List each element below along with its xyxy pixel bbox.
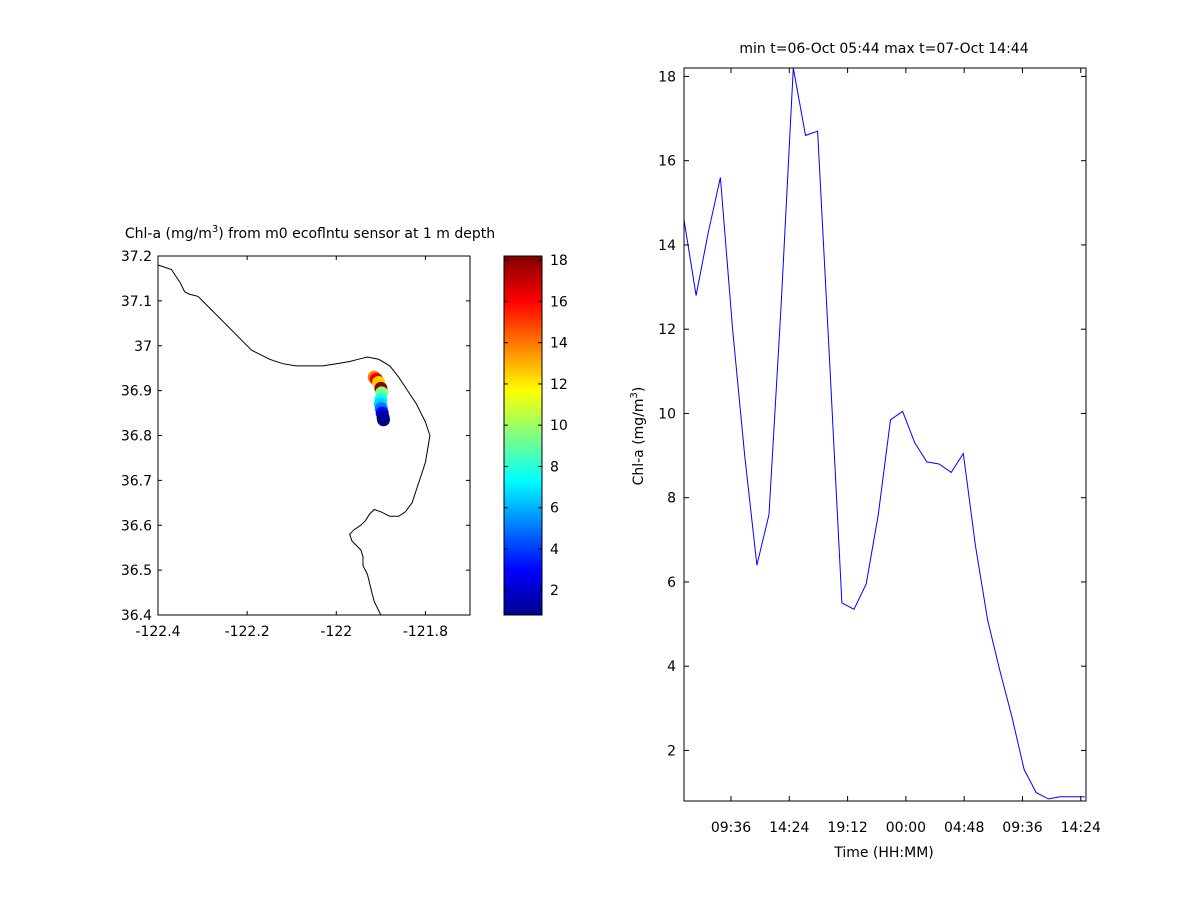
timeseries-x-tick-label: 09:36	[1002, 820, 1042, 836]
timeseries-panel: min t=06-Oct 05:44 max t=07-Oct 14:44 09…	[629, 41, 1101, 861]
map-x-tick-label: -121.8	[403, 624, 448, 640]
timeseries-y-tick-label: 4	[667, 659, 676, 675]
colorbar-tick-label: 8	[550, 459, 559, 475]
map-x-tick-label: -122.4	[135, 624, 180, 640]
timeseries-y-tick-label: 6	[667, 575, 676, 591]
timeseries-y-ticks: 2 4 6 8 10 12 14 16 18	[658, 69, 1086, 759]
colorbar-tick-label: 16	[550, 294, 568, 310]
map-y-tick-label: 36.6	[121, 518, 152, 534]
map-axes-frame	[157, 255, 471, 616]
map-x-tick-label: -122.2	[225, 624, 270, 640]
timeseries-y-tick-label: 18	[658, 69, 676, 85]
map-y-tick-label: 37.2	[121, 249, 152, 265]
colorbar-tick-label: 12	[550, 377, 568, 393]
colorbar-tick-label: 4	[550, 542, 559, 558]
timeseries-ylabel: Chl-a (mg/m3)	[629, 387, 647, 486]
timeseries-x-tick-label: 14:24	[1061, 820, 1101, 836]
map-panel: Chl-a (mg/m3) from m0 ecoflntu sensor at…	[121, 224, 495, 640]
timeseries-y-tick-label: 12	[658, 322, 676, 338]
colorbar: 2 4 6 8 10 12 14 16 18	[503, 253, 568, 616]
map-point	[377, 413, 390, 427]
map-y-tick-label: 36.4	[121, 608, 152, 624]
colorbar-tick-label: 18	[550, 253, 568, 269]
map-y-tick-label: 36.7	[121, 473, 152, 489]
timeseries-x-tick-label: 09:36	[711, 820, 751, 836]
timeseries-line	[683, 67, 1085, 800]
colorbar-gradient	[503, 255, 543, 616]
timeseries-x-tick-label: 00:00	[886, 820, 926, 836]
timeseries-y-tick-label: 14	[658, 238, 676, 254]
colorbar-tick-label: 2	[550, 583, 559, 599]
timeseries-x-tick-label: 19:12	[827, 820, 867, 836]
map-title: Chl-a (mg/m3) from m0 ecoflntu sensor at…	[125, 224, 495, 242]
timeseries-x-ticks: 09:36 14:24 19:12 00:00 04:48 09:36 14:24	[711, 68, 1101, 836]
timeseries-x-tick-label: 04:48	[944, 820, 984, 836]
map-y-tick-label: 37.1	[121, 294, 152, 310]
map-y-tick-label: 36.5	[121, 563, 152, 579]
map-coastline	[157, 264, 431, 616]
colorbar-ticks: 2 4 6 8 10 12 14 16 18	[504, 253, 568, 599]
map-x-tick-label: -122	[320, 624, 352, 640]
map-points	[367, 370, 390, 427]
map-y-ticks: 36.4 36.5 36.6 36.7 36.8 36.9 37 37.1 37.2	[121, 249, 470, 624]
map-x-ticks: -122.4 -122.2 -122 -121.8	[135, 256, 448, 640]
timeseries-y-tick-label: 2	[667, 743, 676, 759]
timeseries-axes-frame	[683, 67, 1087, 802]
timeseries-title: min t=06-Oct 05:44 max t=07-Oct 14:44	[739, 41, 1028, 57]
map-y-tick-label: 37	[134, 339, 152, 355]
colorbar-tick-label: 14	[550, 336, 568, 352]
map-y-tick-label: 36.8	[121, 429, 152, 445]
timeseries-y-tick-label: 16	[658, 154, 676, 170]
timeseries-xlabel: Time (HH:MM)	[833, 845, 934, 861]
timeseries-y-tick-label: 8	[667, 491, 676, 507]
colorbar-tick-label: 6	[550, 501, 559, 517]
timeseries-y-tick-label: 10	[658, 406, 676, 422]
map-y-tick-label: 36.9	[121, 384, 152, 400]
timeseries-x-tick-label: 14:24	[769, 820, 809, 836]
colorbar-tick-label: 10	[550, 418, 568, 434]
